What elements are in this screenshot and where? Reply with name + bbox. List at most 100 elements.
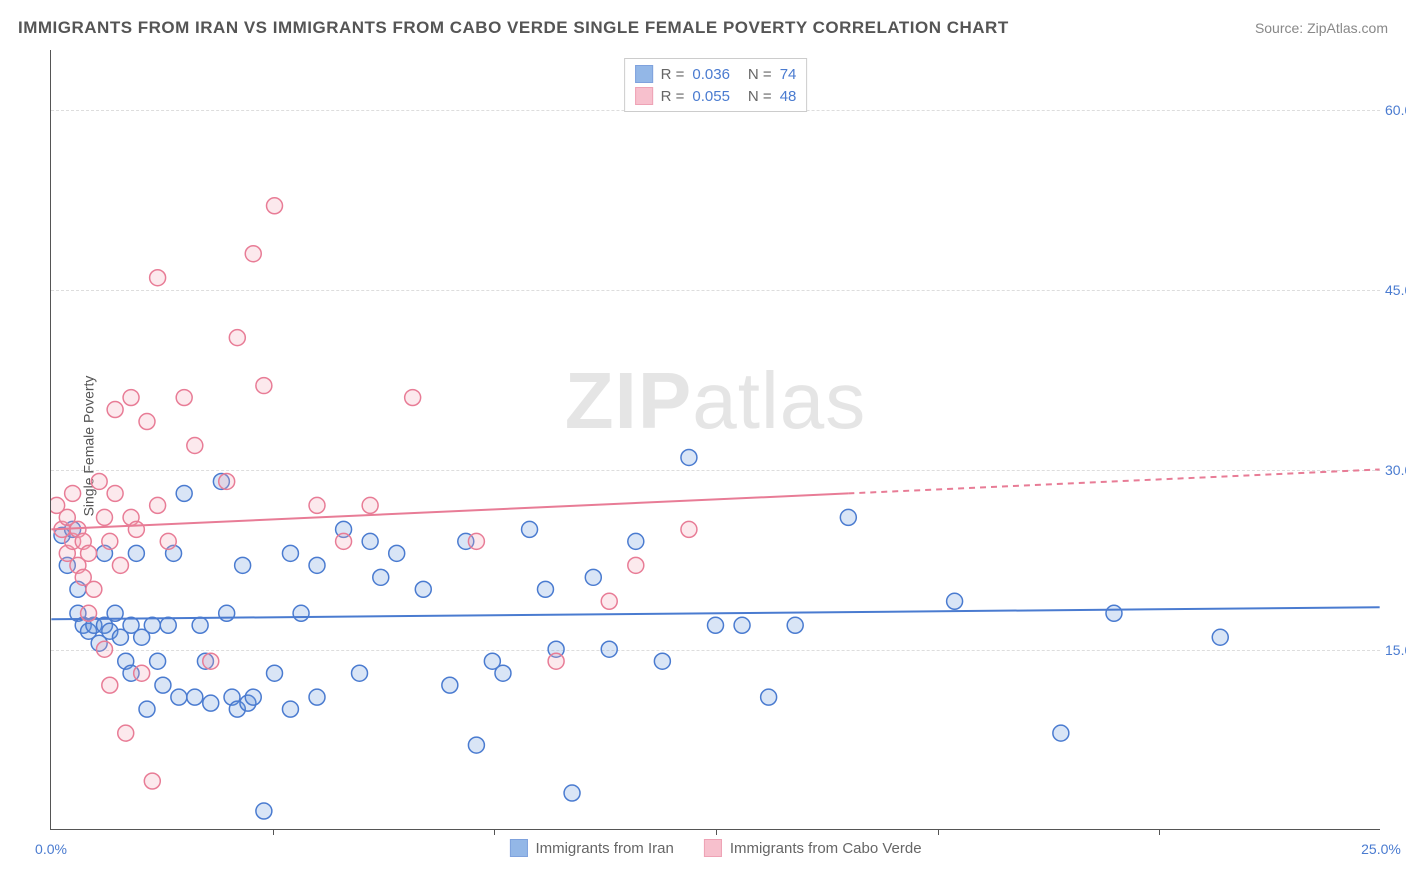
data-point — [282, 545, 298, 561]
source-attribution: Source: ZipAtlas.com — [1255, 20, 1388, 36]
data-point — [1053, 725, 1069, 741]
data-point — [187, 689, 203, 705]
series-legend: Immigrants from Iran Immigrants from Cab… — [509, 839, 921, 857]
data-point — [537, 581, 553, 597]
data-point — [309, 497, 325, 513]
data-point — [203, 653, 219, 669]
data-point — [256, 803, 272, 819]
data-point — [139, 414, 155, 430]
data-point — [112, 557, 128, 573]
y-tick-label: 60.0% — [1385, 102, 1406, 118]
data-point — [267, 665, 283, 681]
swatch-iran — [635, 65, 653, 83]
data-point — [123, 390, 139, 406]
legend-item-iran: Immigrants from Iran — [509, 839, 673, 857]
data-point — [336, 533, 352, 549]
data-point — [495, 665, 511, 681]
data-point — [118, 725, 134, 741]
y-tick-label: 30.0% — [1385, 462, 1406, 478]
data-point — [1106, 605, 1122, 621]
x-tick — [716, 829, 717, 835]
swatch-iran-icon — [509, 839, 527, 857]
n-label: N = — [748, 66, 772, 83]
data-point — [81, 545, 97, 561]
data-point — [405, 390, 421, 406]
scatter-svg — [51, 50, 1380, 829]
legend-label-iran: Immigrants from Iran — [535, 840, 673, 857]
data-point — [468, 737, 484, 753]
data-point — [144, 773, 160, 789]
data-point — [309, 689, 325, 705]
data-point — [681, 521, 697, 537]
n-value-cabo: 48 — [780, 88, 797, 105]
data-point — [160, 617, 176, 633]
data-point — [192, 617, 208, 633]
data-point — [389, 545, 405, 561]
x-tick-label: 25.0% — [1361, 841, 1401, 857]
n-value-iran: 74 — [780, 66, 797, 83]
swatch-cabo-icon — [704, 839, 722, 857]
trend-line-extrapolated — [848, 469, 1379, 493]
data-point — [102, 677, 118, 693]
chart-container: IMMIGRANTS FROM IRAN VS IMMIGRANTS FROM … — [0, 0, 1406, 892]
data-point — [96, 509, 112, 525]
data-point — [352, 665, 368, 681]
data-point — [128, 545, 144, 561]
data-point — [373, 569, 389, 585]
data-point — [155, 677, 171, 693]
data-point — [362, 497, 378, 513]
r-value-cabo: 0.055 — [692, 88, 730, 105]
data-point — [628, 557, 644, 573]
x-tick — [494, 829, 495, 835]
r-label: R = — [661, 88, 685, 105]
data-point — [107, 402, 123, 418]
swatch-cabo — [635, 87, 653, 105]
data-point — [267, 198, 283, 214]
y-tick-label: 45.0% — [1385, 282, 1406, 298]
data-point — [134, 665, 150, 681]
data-point — [81, 605, 97, 621]
data-point — [1212, 629, 1228, 645]
data-point — [229, 330, 245, 346]
data-point — [787, 617, 803, 633]
data-point — [601, 593, 617, 609]
x-tick-label: 0.0% — [35, 841, 67, 857]
data-point — [219, 473, 235, 489]
data-point — [219, 605, 235, 621]
data-point — [91, 473, 107, 489]
data-point — [681, 449, 697, 465]
data-point — [107, 485, 123, 501]
data-point — [176, 485, 192, 501]
data-point — [256, 378, 272, 394]
data-point — [601, 641, 617, 657]
data-point — [415, 581, 431, 597]
data-point — [187, 438, 203, 454]
data-point — [309, 557, 325, 573]
data-point — [160, 533, 176, 549]
data-point — [150, 497, 166, 513]
data-point — [564, 785, 580, 801]
legend-row-cabo: R = 0.055 N = 48 — [635, 85, 797, 107]
data-point — [102, 533, 118, 549]
data-point — [86, 581, 102, 597]
data-point — [734, 617, 750, 633]
legend-row-iran: R = 0.036 N = 74 — [635, 63, 797, 85]
data-point — [139, 701, 155, 717]
data-point — [128, 521, 144, 537]
data-point — [442, 677, 458, 693]
data-point — [235, 557, 251, 573]
correlation-legend: R = 0.036 N = 74 R = 0.055 N = 48 — [624, 58, 808, 112]
n-label: N = — [748, 88, 772, 105]
chart-title: IMMIGRANTS FROM IRAN VS IMMIGRANTS FROM … — [18, 18, 1009, 38]
r-label: R = — [661, 66, 685, 83]
data-point — [947, 593, 963, 609]
data-point — [245, 689, 261, 705]
data-point — [708, 617, 724, 633]
data-point — [628, 533, 644, 549]
data-point — [150, 653, 166, 669]
data-point — [548, 653, 564, 669]
data-point — [840, 509, 856, 525]
data-point — [96, 641, 112, 657]
data-point — [282, 701, 298, 717]
data-point — [362, 533, 378, 549]
